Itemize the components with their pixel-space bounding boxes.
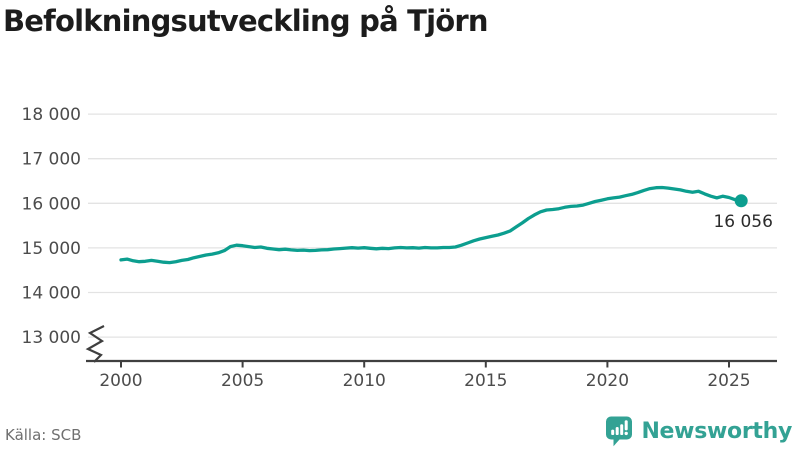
x-axis-tick-label: 2015 xyxy=(464,371,507,391)
x-axis-tick-label: 2025 xyxy=(707,371,750,391)
series-end-point xyxy=(734,194,748,208)
y-axis-tick-label: 13 000 xyxy=(22,328,81,348)
series-end-value-label: 16 056 xyxy=(713,212,772,232)
y-axis-tick-label: 18 000 xyxy=(22,105,81,125)
newsworthy-bar-chart-icon xyxy=(606,416,633,447)
y-axis-tick-label: 14 000 xyxy=(22,284,81,304)
y-axis-break-icon xyxy=(85,325,105,363)
x-axis-tick-label: 2000 xyxy=(99,371,142,391)
source-label: Källa: SCB xyxy=(5,426,82,444)
newsworthy-logo: Newsworthy xyxy=(605,416,792,447)
newsworthy-logo-text: Newsworthy xyxy=(641,419,792,444)
y-axis-tick-label: 17 000 xyxy=(22,150,81,170)
x-axis-tick-label: 2010 xyxy=(343,371,386,391)
x-axis-tick-label: 2005 xyxy=(221,371,264,391)
y-axis-tick-label: 15 000 xyxy=(22,239,81,259)
chart-title: Befolkningsutveckling på Tjörn xyxy=(3,4,489,38)
population-series-line xyxy=(119,185,743,265)
y-axis-tick-label: 16 000 xyxy=(22,194,81,214)
population-line-chart: 13 000 14 000 15 000 16 000 17 000 18 000 2000… xyxy=(22,105,777,391)
x-axis-tick-label: 2020 xyxy=(586,371,629,391)
